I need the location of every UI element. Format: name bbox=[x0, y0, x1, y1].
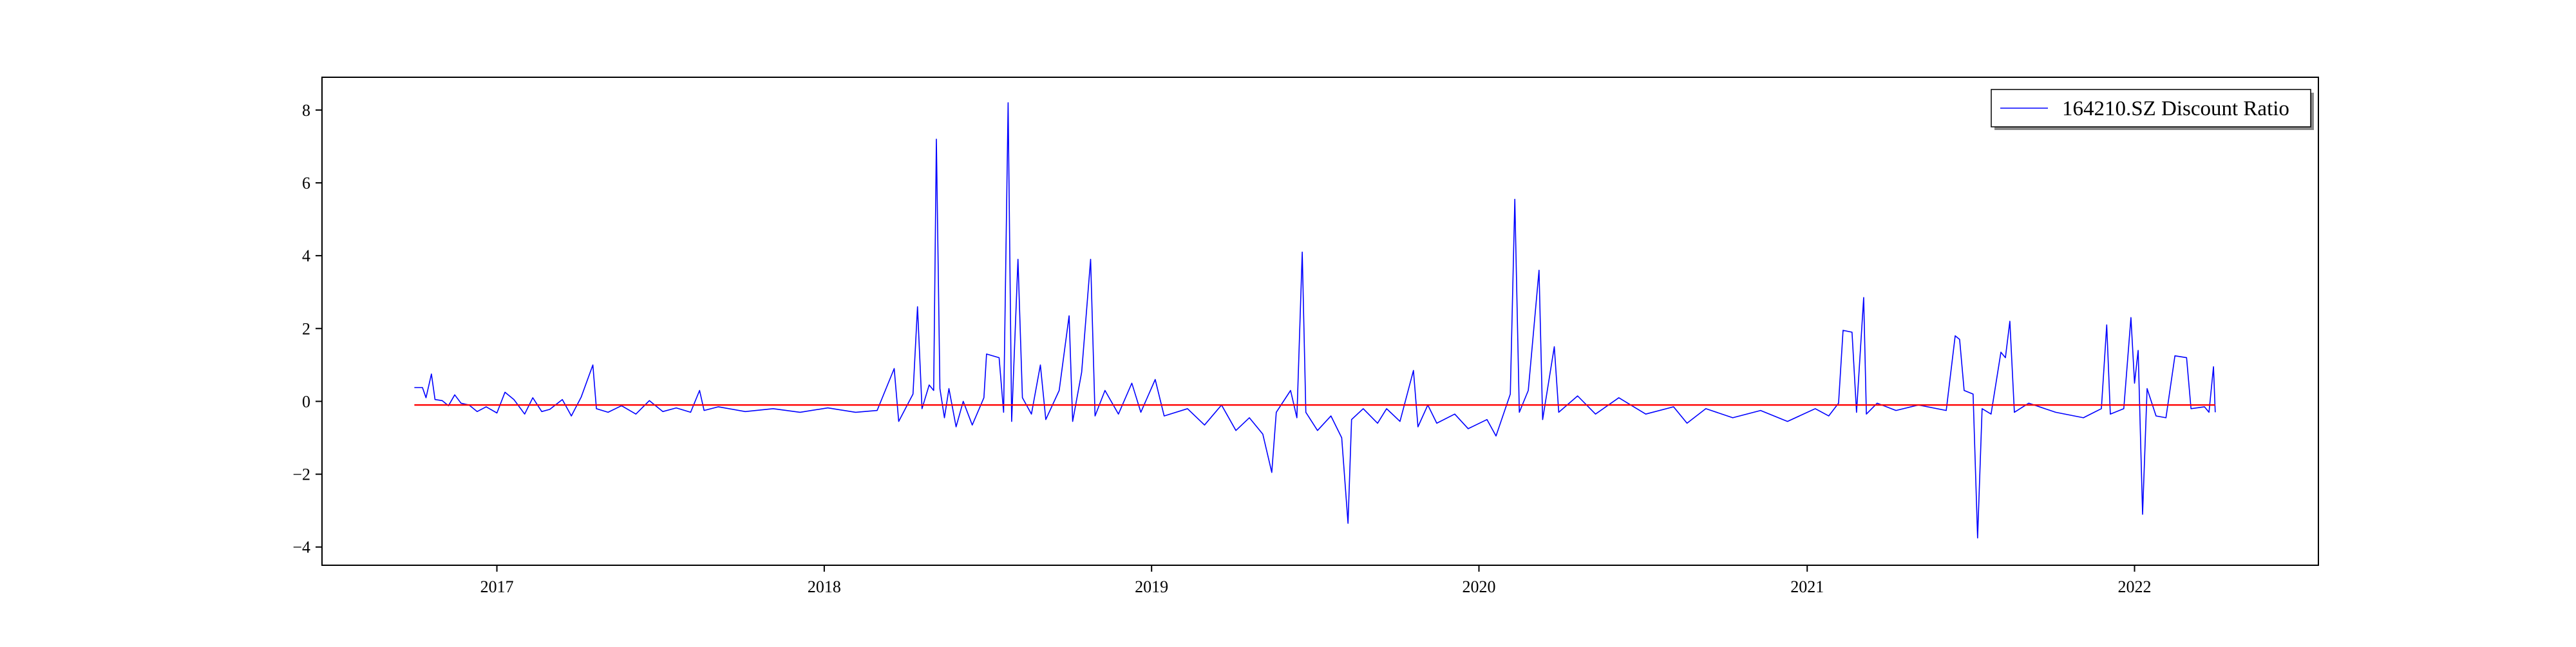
discount-ratio-line bbox=[414, 102, 2216, 539]
x-axis: 2017 2018 2019 2020 2021 2022 bbox=[480, 565, 2152, 596]
x-tick-label-2022: 2022 bbox=[2118, 577, 2152, 596]
x-tick-label-2021: 2021 bbox=[1790, 577, 1824, 596]
x-tick-label-2020: 2020 bbox=[1462, 577, 1495, 596]
legend: 164210.SZ Discount Ratio bbox=[1991, 89, 2314, 130]
y-tick-label-0: 0 bbox=[302, 392, 310, 411]
y-tick-label--2: −2 bbox=[292, 465, 310, 484]
y-tick-label-8: 8 bbox=[302, 101, 310, 120]
x-tick-label-2018: 2018 bbox=[808, 577, 841, 596]
y-tick-label-4: 4 bbox=[302, 247, 310, 265]
x-tick-label-2019: 2019 bbox=[1135, 577, 1168, 596]
y-tick-label--4: −4 bbox=[292, 538, 310, 557]
y-tick-label-6: 6 bbox=[302, 174, 310, 192]
x-tick-label-2017: 2017 bbox=[480, 577, 514, 596]
plot-area bbox=[321, 77, 2319, 566]
y-tick-label-2: 2 bbox=[302, 319, 310, 338]
plot-frame bbox=[321, 77, 2319, 566]
y-axis: 8 6 4 2 0 −2 −4 bbox=[292, 101, 322, 557]
legend-label: 164210.SZ Discount Ratio bbox=[2062, 97, 2289, 120]
